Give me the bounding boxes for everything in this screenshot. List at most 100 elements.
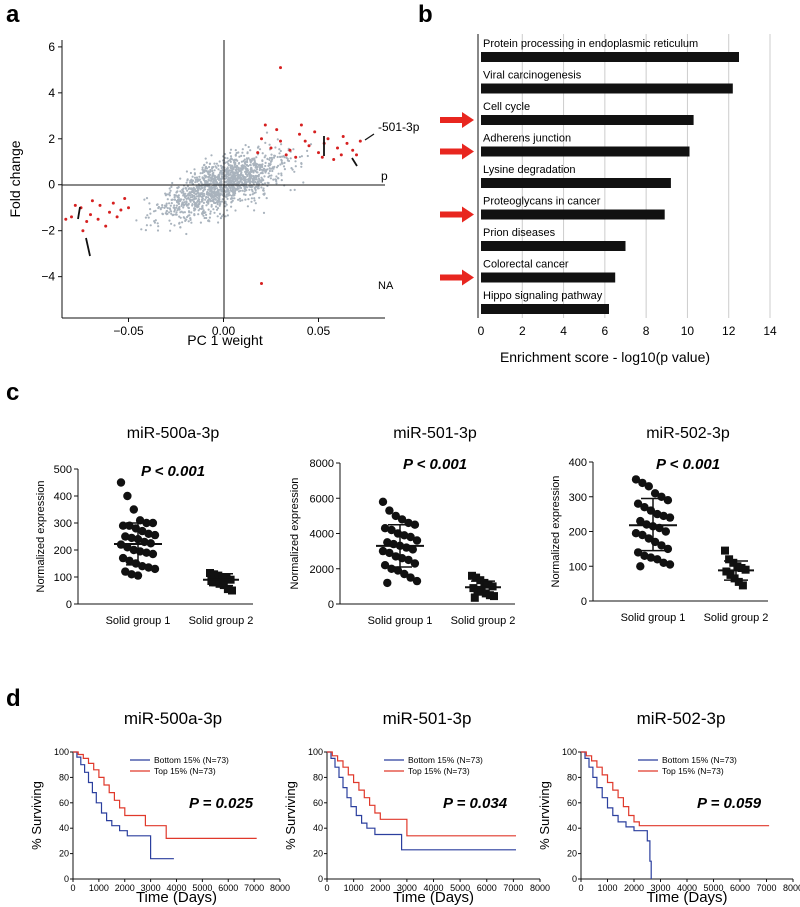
a-grey-point bbox=[241, 165, 244, 168]
a-grey-point bbox=[240, 154, 243, 157]
a-grey-point bbox=[262, 189, 265, 192]
a-grey-point bbox=[231, 197, 234, 200]
a-grey-point bbox=[220, 182, 223, 185]
a-grey-point bbox=[233, 197, 236, 200]
a-grey-point bbox=[264, 154, 267, 157]
a-grey-point bbox=[186, 179, 189, 182]
a-grey-point bbox=[237, 151, 240, 154]
b-bar bbox=[481, 304, 609, 314]
a-red-point bbox=[90, 199, 94, 203]
a-grey-point bbox=[212, 196, 215, 199]
a-xtick-label: 0.00 bbox=[212, 324, 236, 338]
a-grey-point bbox=[209, 212, 212, 215]
a-grey-point bbox=[135, 219, 138, 222]
a-grey-point bbox=[261, 165, 264, 169]
c-dot bbox=[400, 531, 409, 540]
panel-c-dotplots: miR-500a-3p P < 0.001 Normalized expressio… bbox=[35, 425, 768, 627]
a-grey-point bbox=[248, 188, 251, 191]
a-grey-point bbox=[289, 189, 292, 192]
a-grey-point bbox=[180, 203, 183, 206]
a-grey-point bbox=[241, 151, 244, 154]
a-grey-point bbox=[175, 211, 178, 214]
c-category-label: Solid group 2 bbox=[189, 615, 254, 627]
a-grey-point bbox=[166, 207, 169, 210]
d-plot-3: miR-502-3p % Surviving Time (Days) 0 20 40 60 8… bbox=[537, 709, 800, 906]
a-grey-point bbox=[258, 168, 261, 172]
a-grey-point bbox=[143, 198, 146, 201]
a-grey-point bbox=[245, 170, 249, 173]
a-grey-point bbox=[230, 200, 233, 203]
d-xtick-label: 5000 bbox=[703, 883, 723, 893]
c-dot bbox=[661, 527, 670, 536]
a-grey-point bbox=[173, 198, 176, 201]
a-grey-point bbox=[185, 232, 188, 236]
a-grey-point bbox=[298, 155, 301, 159]
a-grey-point bbox=[214, 185, 217, 188]
a-grey-point bbox=[193, 201, 197, 204]
a-grey-point bbox=[241, 148, 244, 151]
a-grey-point bbox=[209, 170, 212, 173]
a-grey-point bbox=[207, 179, 210, 182]
c-dot bbox=[397, 515, 407, 524]
a-grey-point bbox=[227, 172, 230, 175]
a-grey-point bbox=[259, 166, 262, 170]
b-highlight-arrow bbox=[440, 112, 474, 128]
a-grey-point bbox=[243, 188, 246, 191]
a-grey-point bbox=[197, 185, 200, 188]
d-ytick-label: 60 bbox=[567, 798, 577, 808]
a-red-point bbox=[351, 148, 355, 152]
a-grey-point bbox=[229, 151, 232, 154]
a-grey-point bbox=[208, 216, 211, 219]
a-grey-point bbox=[197, 195, 200, 198]
a-grey-point bbox=[256, 171, 259, 174]
a-grey-point bbox=[207, 175, 210, 179]
a-grey-point bbox=[208, 186, 211, 189]
a-grey-point bbox=[219, 202, 222, 205]
a-grey-point bbox=[300, 162, 303, 165]
a-grey-point bbox=[197, 205, 200, 208]
a-red-point bbox=[70, 215, 73, 219]
a-grey-point bbox=[242, 159, 245, 163]
a-grey-point bbox=[265, 197, 268, 200]
a-grey-point bbox=[207, 196, 210, 199]
d-ylabel: % Surviving bbox=[537, 781, 552, 850]
a-grey-point bbox=[254, 169, 257, 173]
a-grey-point bbox=[203, 211, 206, 214]
a-grey-point bbox=[280, 179, 283, 182]
a-grey-point bbox=[228, 194, 231, 197]
a-grey-point bbox=[168, 202, 171, 205]
a-grey-point bbox=[231, 168, 234, 171]
a-grey-point bbox=[215, 166, 218, 169]
a-grey-point bbox=[197, 199, 200, 202]
a-grey-point bbox=[213, 188, 216, 191]
a-grey-point bbox=[274, 178, 277, 181]
a-grey-point bbox=[170, 210, 173, 213]
a-grey-point bbox=[206, 167, 209, 170]
a-grey-point bbox=[244, 182, 247, 185]
c-dot bbox=[383, 578, 392, 588]
c-dot bbox=[659, 511, 668, 521]
a-grey-point bbox=[239, 167, 242, 170]
a-grey-point bbox=[230, 205, 233, 208]
a-grey-point bbox=[229, 160, 232, 163]
a-grey-point bbox=[207, 219, 210, 222]
a-grey-point bbox=[267, 164, 270, 167]
a-grey-point bbox=[285, 156, 288, 159]
c-ytick-label: 100 bbox=[54, 572, 72, 584]
a-grey-point bbox=[254, 191, 257, 194]
c-square bbox=[472, 573, 481, 582]
a-grey-point bbox=[260, 186, 263, 189]
a-grey-point bbox=[239, 199, 242, 202]
a-red-point bbox=[260, 282, 263, 285]
d-curve-bottom bbox=[327, 751, 516, 851]
a-grey-point bbox=[209, 179, 212, 182]
d-pvalue: P = 0.034 bbox=[443, 795, 508, 812]
c-dot bbox=[142, 548, 151, 557]
a-grey-point bbox=[244, 172, 247, 175]
c-square bbox=[722, 567, 731, 576]
a-grey-point bbox=[205, 161, 208, 164]
a-grey-point bbox=[208, 192, 211, 195]
a-grey-point bbox=[185, 218, 188, 221]
a-grey-point bbox=[229, 164, 232, 167]
a-grey-point bbox=[216, 177, 219, 180]
